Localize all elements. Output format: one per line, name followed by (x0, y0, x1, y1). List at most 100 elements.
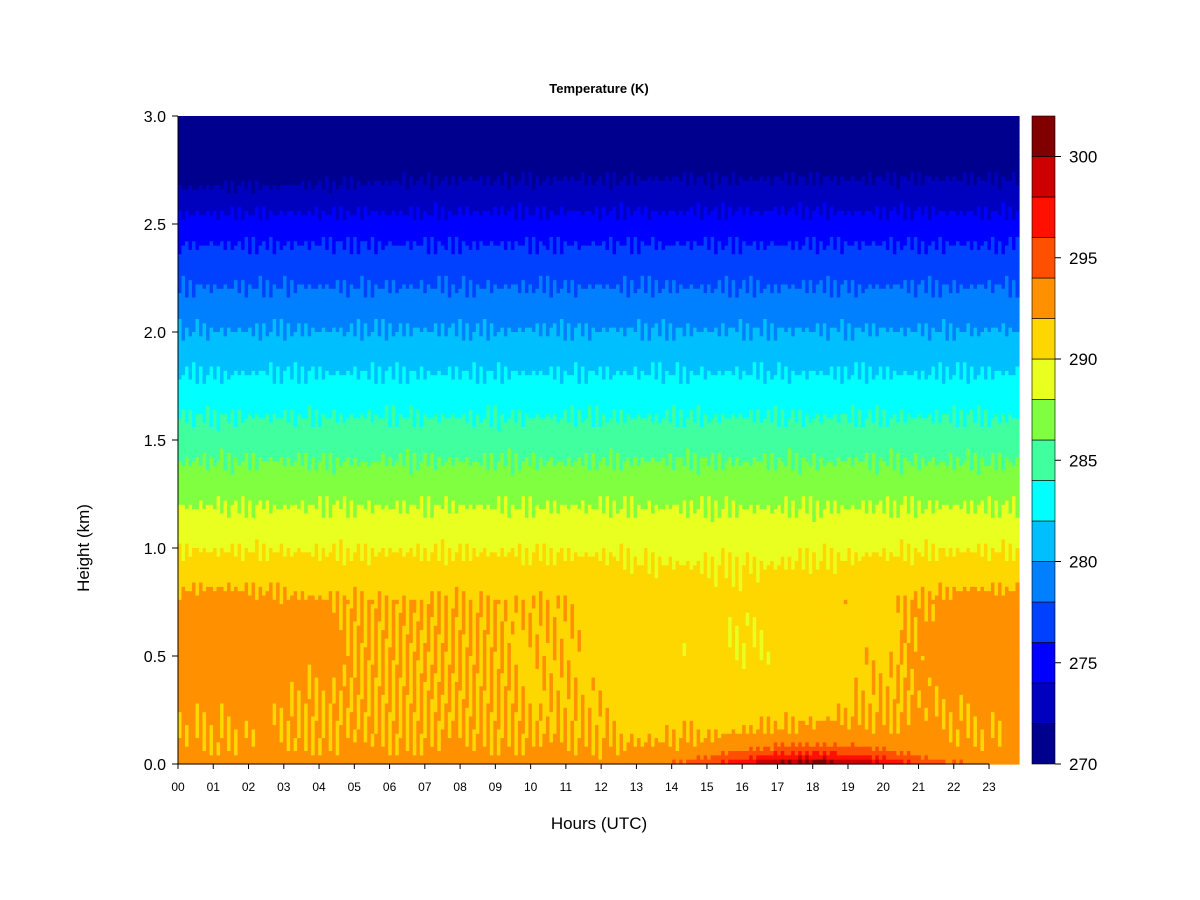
heatmap-cell (420, 189, 424, 194)
heatmap-cell (462, 155, 466, 160)
heatmap-cell (280, 168, 284, 173)
heatmap-cell (588, 133, 592, 138)
heatmap-cell (819, 168, 823, 173)
heatmap-cell (381, 189, 385, 194)
heatmap-cell (360, 116, 364, 121)
heatmap-cell (315, 120, 319, 125)
heatmap-cell (882, 116, 886, 121)
heatmap-cell (812, 120, 816, 125)
heatmap-cell (1016, 181, 1020, 186)
heatmap-cell (374, 116, 378, 121)
heatmap-cell (227, 168, 231, 173)
heatmap-cell (830, 159, 834, 164)
heatmap-cell (276, 164, 280, 169)
heatmap-cell (514, 155, 518, 160)
heatmap-cell (591, 176, 595, 181)
heatmap-cell (353, 129, 357, 134)
heatmap-cell (728, 168, 732, 173)
heatmap-cell (546, 172, 550, 177)
heatmap-cell (676, 202, 680, 207)
heatmap-cell (434, 116, 438, 121)
heatmap-cell (360, 155, 364, 160)
heatmap-cell (984, 168, 988, 173)
heatmap-cell (399, 155, 403, 160)
heatmap-cell (1005, 146, 1009, 151)
heatmap-cell (770, 129, 774, 134)
heatmap-cell (315, 159, 319, 164)
heatmap-cell (791, 151, 795, 156)
heatmap-cell (770, 181, 774, 186)
heatmap-cell (448, 202, 452, 207)
heatmap-cell (795, 185, 799, 190)
heatmap-cell (704, 155, 708, 160)
heatmap-cell (227, 151, 231, 156)
heatmap-cell (472, 194, 476, 199)
heatmap-cell (658, 189, 662, 194)
heatmap-cell (399, 185, 403, 190)
heatmap-cell (381, 151, 385, 156)
heatmap-cell (203, 202, 207, 207)
heatmap-cell (402, 202, 406, 207)
heatmap-cell (451, 168, 455, 173)
heatmap-cell (928, 151, 932, 156)
heatmap-cell (203, 142, 207, 147)
heatmap-cell (185, 181, 189, 186)
heatmap-cell (991, 185, 995, 190)
heatmap-cell (182, 142, 186, 147)
heatmap-cell (378, 168, 382, 173)
heatmap-cell (409, 138, 413, 143)
heatmap-cell (613, 155, 617, 160)
heatmap-cell (294, 189, 298, 194)
heatmap-cell (945, 129, 949, 134)
heatmap-cell (781, 133, 785, 138)
heatmap-cell (364, 176, 368, 181)
heatmap-cell (602, 194, 606, 199)
heatmap-cell (227, 129, 231, 134)
heatmap-cell (392, 129, 396, 134)
heatmap-cell (525, 194, 529, 199)
heatmap-cell (448, 159, 452, 164)
heatmap-cell (490, 120, 494, 125)
heatmap-cell (847, 155, 851, 160)
heatmap-cell (563, 155, 567, 160)
heatmap-cell (602, 185, 606, 190)
heatmap-cell (280, 133, 284, 138)
heatmap-cell (406, 155, 410, 160)
heatmap-cell (336, 133, 340, 138)
heatmap-cell (774, 129, 778, 134)
heatmap-cell (486, 189, 490, 194)
heatmap-cell (192, 181, 196, 186)
heatmap-cell (651, 138, 655, 143)
heatmap-cell (413, 133, 417, 138)
heatmap-cell (497, 194, 501, 199)
heatmap-cell (203, 164, 207, 169)
heatmap-cell (294, 120, 298, 125)
heatmap-cell (651, 198, 655, 203)
heatmap-cell (910, 189, 914, 194)
heatmap-cell (427, 168, 431, 173)
heatmap-cell (472, 198, 476, 203)
heatmap-cell (816, 172, 820, 177)
heatmap-cell (448, 125, 452, 130)
heatmap-cell (462, 133, 466, 138)
heatmap-cell (637, 189, 641, 194)
heatmap-cell (182, 120, 186, 125)
heatmap-cell (945, 185, 949, 190)
heatmap-cell (634, 185, 638, 190)
heatmap-cell (451, 176, 455, 181)
heatmap-cell (637, 138, 641, 143)
heatmap-cell (760, 138, 764, 143)
heatmap-cell (364, 116, 368, 121)
heatmap-cell (234, 181, 238, 186)
heatmap-cell (297, 116, 301, 121)
heatmap-cell (427, 129, 431, 134)
heatmap-cell (788, 133, 792, 138)
heatmap-cell (956, 189, 960, 194)
heatmap-cell (711, 142, 715, 147)
heatmap-cell (854, 159, 858, 164)
heatmap-cell (641, 194, 645, 199)
heatmap-cell (269, 116, 273, 121)
heatmap-cell (189, 164, 193, 169)
heatmap-cell (301, 189, 305, 194)
heatmap-cell (525, 133, 529, 138)
